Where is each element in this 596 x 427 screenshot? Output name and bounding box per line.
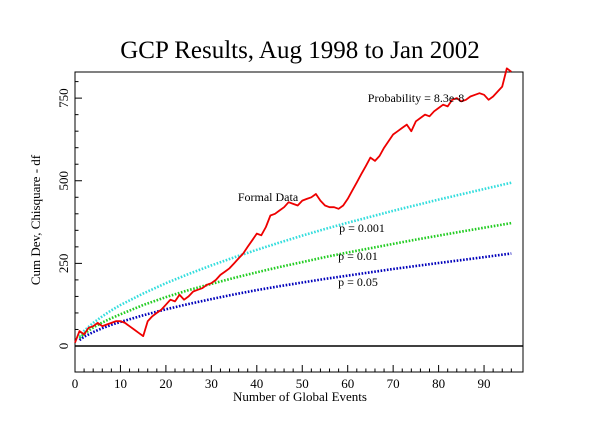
y-tick-label: 0	[56, 343, 71, 350]
x-tick-label: 70	[387, 376, 400, 391]
series-layer	[74, 67, 512, 344]
probability-annotation: Probability = 8.3e-8	[368, 91, 464, 105]
x-tick-label: 10	[114, 376, 127, 391]
p-001-annotation: p = 0.01	[338, 249, 378, 263]
x-tick-label: 80	[432, 376, 445, 391]
p-0001-annotation: p = 0.001	[339, 221, 385, 235]
formal-data-annotation: Formal Data	[238, 190, 299, 204]
y-tick-label: 250	[56, 254, 71, 274]
x-tick-label: 40	[250, 376, 263, 391]
y-axis-ticks: 0 250 500 750	[56, 81, 82, 350]
x-tick-label: 20	[159, 376, 172, 391]
y-axis-label: Cum Dev, Chisquare - df	[28, 154, 43, 285]
series-line-formal-data	[74, 67, 512, 344]
plot-frame	[74, 71, 524, 373]
p-005-annotation: p = 0.05	[338, 275, 378, 289]
x-axis-ticks: 0 10 20 30 40 50 60 70 80 90	[72, 365, 512, 391]
series-line-p-0-05	[78, 252, 512, 342]
x-tick-label: 50	[296, 376, 309, 391]
chart-title: GCP Results, Aug 1998 to Jan 2002	[120, 37, 480, 64]
y-tick-label: 750	[56, 88, 71, 108]
x-tick-label: 60	[341, 376, 354, 391]
x-tick-label: 30	[205, 376, 218, 391]
y-tick-label: 500	[56, 171, 71, 191]
series-line-p-0-001	[78, 181, 512, 338]
x-tick-label: 90	[478, 376, 491, 391]
x-axis-label: Number of Global Events	[233, 389, 367, 404]
x-tick-label: 0	[72, 376, 79, 391]
